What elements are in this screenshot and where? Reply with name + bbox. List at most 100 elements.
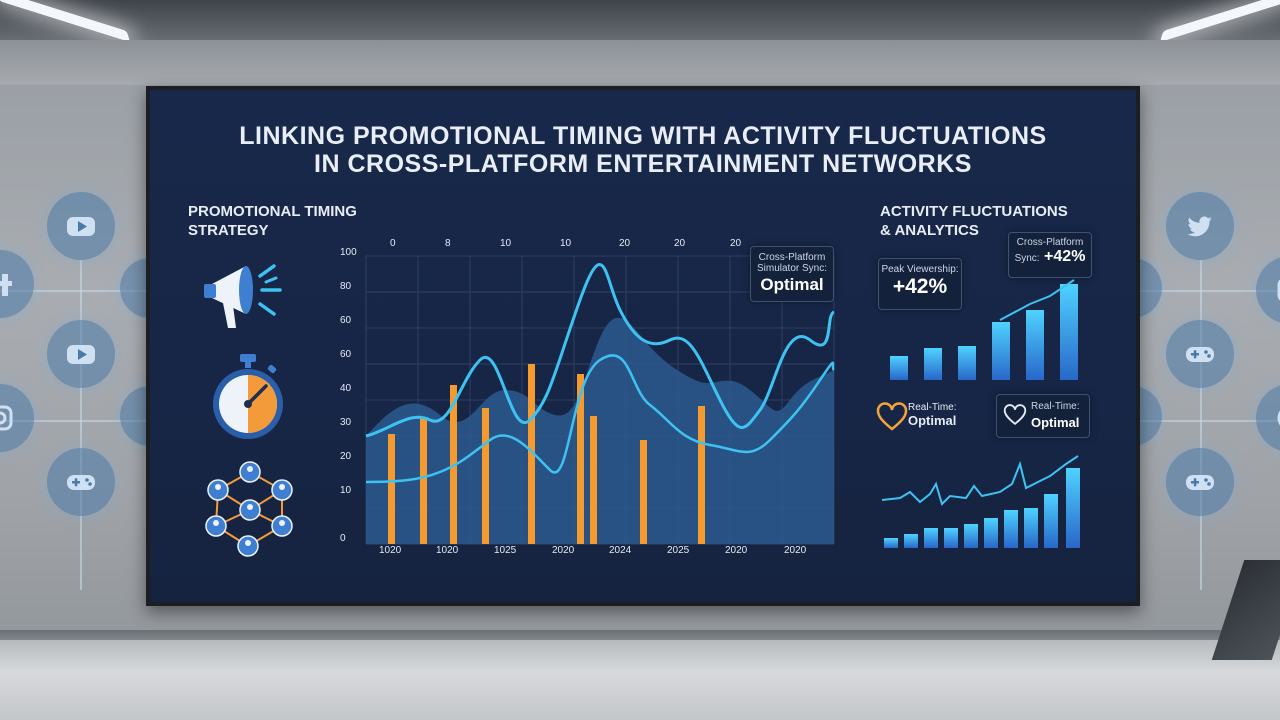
icon-connector <box>0 420 146 422</box>
top-tick-label: 20 <box>674 238 686 249</box>
trend-line <box>999 279 1075 321</box>
page-subtitle: IN CROSS-PLATFORM ENTERTAINMENT NETWORKS <box>314 150 972 178</box>
twitter-icon[interactable] <box>1166 192 1234 260</box>
stopwatch-icon <box>213 354 283 439</box>
facebook-icon[interactable] <box>0 250 34 318</box>
realtime-status-2: Real-Time: Optimal <box>996 394 1090 438</box>
sync-value: +42% <box>1044 248 1086 265</box>
icon-connector <box>1200 260 1202 590</box>
promotion-bar <box>640 440 647 544</box>
promotion-bar <box>590 416 597 544</box>
y-tick-label: 30 <box>340 417 352 428</box>
y-tick-label: 20 <box>340 451 352 462</box>
activity-line-upper <box>365 263 836 438</box>
top-tick-label: 20 <box>730 238 742 249</box>
gamepad-icon[interactable] <box>1166 320 1234 388</box>
realtime-bar <box>884 538 898 548</box>
right-heading-line2: & ANALYTICS <box>880 222 979 239</box>
x-tick-label: 2024 <box>609 545 632 556</box>
icon-connector <box>1132 420 1280 422</box>
floor-edge <box>0 630 1280 642</box>
activity-chart <box>365 255 836 545</box>
promotion-bar <box>420 418 427 544</box>
y-tick-label: 60 <box>340 315 352 326</box>
promotion-bar <box>528 364 535 544</box>
top-tick-label: 8 <box>445 238 451 249</box>
y-tick-label: 10 <box>340 485 352 496</box>
realtime-bar <box>1024 508 1038 548</box>
callout-label: Cross-Platform <box>758 252 826 263</box>
peak-bar <box>992 322 1010 380</box>
left-heading-line2: STRATEGY <box>188 222 269 239</box>
realtime-bar <box>1044 494 1058 548</box>
youtube-icon[interactable] <box>47 320 115 388</box>
gamepad-icon[interactable] <box>1166 448 1234 516</box>
youtube-icon[interactable] <box>47 192 115 260</box>
wall-panel <box>0 40 1280 85</box>
realtime-bar <box>984 518 998 548</box>
realtime-bar <box>924 528 938 548</box>
gamepad-icon[interactable] <box>47 448 115 516</box>
peak-bar <box>1060 284 1078 380</box>
display-screen: LINKING PROMOTIONAL TIMING WITH ACTIVITY… <box>146 86 1140 606</box>
realtime-bar <box>944 528 958 548</box>
y-tick-label: 60 <box>340 349 352 360</box>
cross-platform-sync-callout: Cross-Platform Sync: +42% <box>1008 232 1092 278</box>
realtime-bar-chart <box>881 455 1080 548</box>
peak-bar <box>924 348 942 380</box>
pulse-line <box>881 455 1079 506</box>
realtime-value: Optimal <box>908 413 957 428</box>
left-section-heading: PROMOTIONAL TIMING STRATEGY <box>188 202 357 240</box>
promotion-bar <box>482 408 489 544</box>
realtime-bar <box>1004 510 1018 548</box>
y-tick-label: 100 <box>340 247 357 258</box>
right-section-heading: ACTIVITY FLUCTUATIONS & ANALYTICS <box>880 202 1068 240</box>
x-tick-label: 2020 <box>725 545 748 556</box>
peak-label: Peak Viewership: <box>881 264 959 275</box>
promotion-bar <box>577 374 584 544</box>
realtime-bar <box>904 534 918 548</box>
heart-icon <box>876 402 908 431</box>
y-tick-label: 40 <box>340 383 352 394</box>
globe-icon[interactable] <box>1256 384 1280 452</box>
display-stand <box>1211 560 1280 660</box>
icon-connector <box>80 260 82 590</box>
network-icon <box>205 461 293 557</box>
sync-callout: Cross-Platform Simulator Sync: Optimal <box>750 246 834 302</box>
top-tick-label: 10 <box>500 238 512 249</box>
realtime-value: Optimal <box>1031 415 1080 430</box>
x-tick-label: 1025 <box>494 545 517 556</box>
ceiling <box>0 0 1280 40</box>
y-tick-label: 0 <box>340 533 346 544</box>
peak-viewership-callout: Peak Viewership: +42% <box>878 258 962 310</box>
peak-value: +42% <box>892 275 948 298</box>
floor <box>0 640 1280 720</box>
instagram-icon[interactable] <box>0 384 34 452</box>
promotion-bar <box>388 434 395 544</box>
top-tick-label: 20 <box>619 238 631 249</box>
peak-bar <box>1026 310 1044 380</box>
peak-bar <box>890 356 908 380</box>
sync-sublabel: Sync: <box>1014 253 1040 264</box>
realtime-label: Real-Time: <box>908 402 957 413</box>
icon-connector <box>1132 290 1280 292</box>
peak-bar <box>958 346 976 380</box>
realtime-bar <box>1066 468 1080 548</box>
sync-label: Cross-Platform <box>1016 237 1084 248</box>
left-heading-line1: PROMOTIONAL TIMING <box>188 203 357 220</box>
x-tick-label: 2020 <box>552 545 575 556</box>
x-tick-label: 1020 <box>436 545 459 556</box>
top-tick-label: 0 <box>390 238 396 249</box>
x-tick-label: 2020 <box>784 545 807 556</box>
promotion-bar <box>698 406 705 544</box>
megaphone-icon <box>204 264 282 328</box>
callout-sublabel: Simulator Sync: <box>756 263 828 274</box>
right-heading-line1: ACTIVITY FLUCTUATIONS <box>880 203 1068 220</box>
top-tick-label: 10 <box>560 238 572 249</box>
realtime-label: Real-Time: <box>1031 401 1080 412</box>
x-tick-label: 1020 <box>379 545 402 556</box>
realtime-status-1: Real-Time: Optimal <box>908 402 957 428</box>
y-tick-label: 80 <box>340 281 352 292</box>
realtime-bar <box>964 524 978 548</box>
instagram-icon[interactable] <box>1256 256 1280 324</box>
